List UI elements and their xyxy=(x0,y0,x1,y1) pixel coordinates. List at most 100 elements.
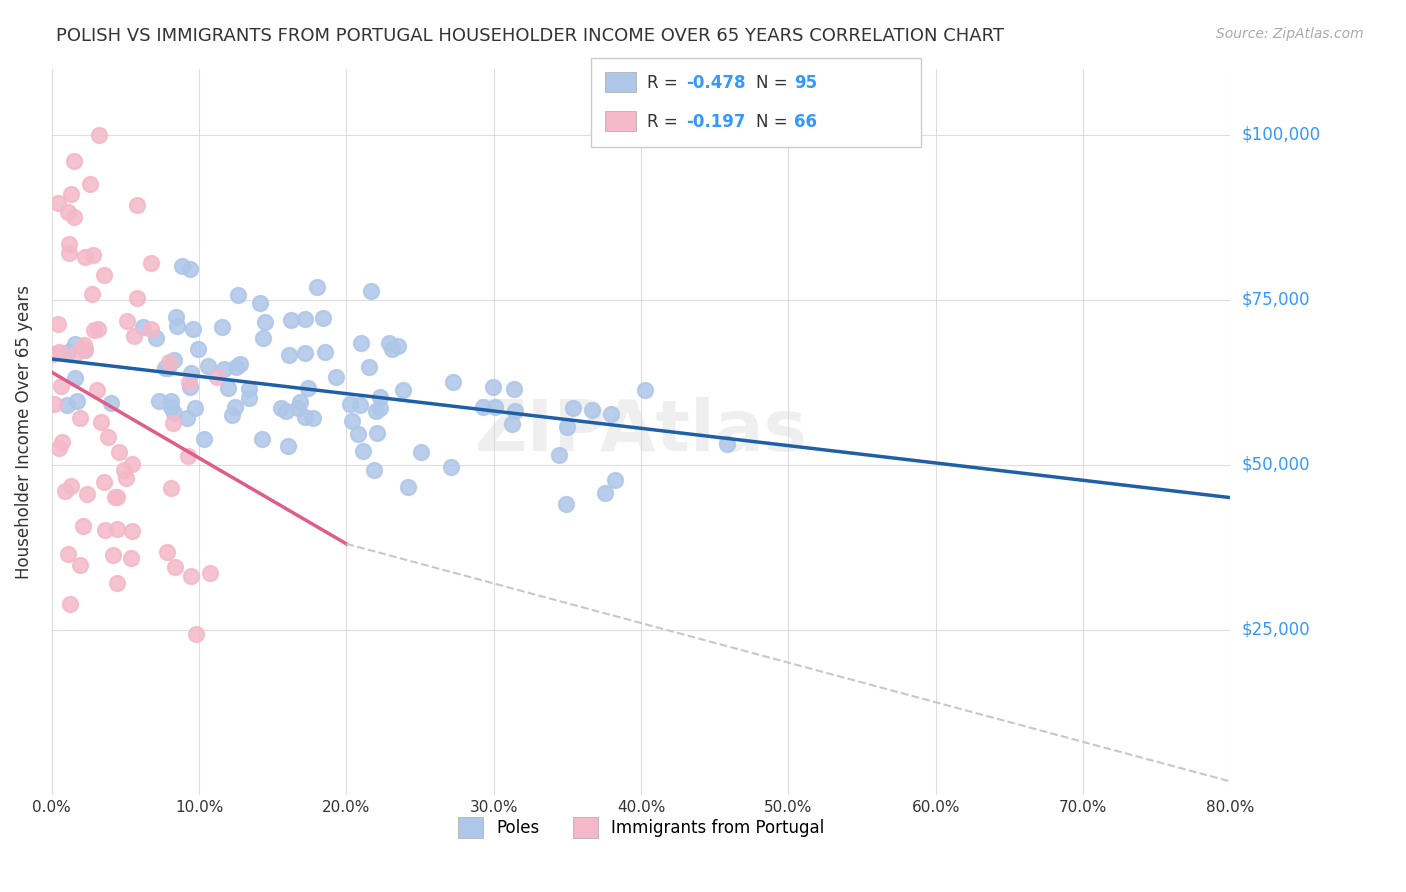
Point xyxy=(42,346,65,360)
Point xyxy=(48,345,70,359)
Point xyxy=(302,411,325,425)
Point xyxy=(162,353,184,368)
Point xyxy=(312,310,335,325)
Point xyxy=(76,487,98,501)
Point xyxy=(633,383,655,397)
Point xyxy=(440,459,463,474)
Point xyxy=(46,317,69,331)
Text: N =: N = xyxy=(756,113,793,131)
Point xyxy=(49,378,72,392)
Point xyxy=(593,486,616,500)
Point xyxy=(63,154,86,169)
Point xyxy=(229,357,252,371)
Point xyxy=(160,481,183,495)
Point xyxy=(145,331,167,345)
Text: 66: 66 xyxy=(794,113,817,131)
Point xyxy=(176,410,198,425)
Point xyxy=(366,404,388,418)
Point xyxy=(166,319,188,334)
Point xyxy=(368,401,391,415)
Point xyxy=(93,475,115,489)
Point xyxy=(179,376,201,390)
Point xyxy=(501,417,523,431)
Point xyxy=(363,463,385,477)
Point xyxy=(165,310,187,324)
Point xyxy=(211,319,233,334)
Point xyxy=(51,435,73,450)
Point xyxy=(86,383,108,397)
Point xyxy=(60,479,83,493)
Point xyxy=(105,522,128,536)
Point xyxy=(600,407,623,421)
Point xyxy=(181,322,204,336)
Point xyxy=(73,343,96,357)
Point xyxy=(65,345,87,359)
Point xyxy=(277,348,299,362)
Point xyxy=(93,268,115,283)
Point xyxy=(555,497,578,511)
Point xyxy=(314,345,336,359)
Text: R =: R = xyxy=(647,74,683,92)
Point xyxy=(94,523,117,537)
Point xyxy=(482,379,505,393)
Point xyxy=(72,519,94,533)
Point xyxy=(252,331,274,345)
Point xyxy=(252,433,274,447)
Point xyxy=(80,287,103,301)
Point xyxy=(162,416,184,430)
Point xyxy=(69,410,91,425)
Point xyxy=(325,369,347,384)
Point xyxy=(90,415,112,429)
Point xyxy=(366,425,388,440)
Point xyxy=(58,236,80,251)
Point xyxy=(56,547,79,561)
Point xyxy=(224,400,246,414)
Point xyxy=(103,548,125,562)
Point xyxy=(73,343,96,357)
Point xyxy=(69,558,91,573)
Point xyxy=(198,566,221,581)
Point xyxy=(360,284,382,298)
Point xyxy=(121,457,143,471)
Point xyxy=(350,336,373,351)
Point xyxy=(56,345,79,359)
Point xyxy=(339,397,361,411)
Text: $50,000: $50,000 xyxy=(1241,456,1310,474)
Text: -0.197: -0.197 xyxy=(686,113,745,131)
Point xyxy=(340,414,363,428)
Point xyxy=(370,390,392,404)
Point xyxy=(44,397,66,411)
Point xyxy=(561,401,583,415)
Point xyxy=(226,287,249,301)
Point xyxy=(156,544,179,558)
Point xyxy=(63,371,86,385)
Point xyxy=(349,398,371,412)
Point xyxy=(277,439,299,453)
Point xyxy=(127,198,149,212)
Point xyxy=(294,312,316,326)
Point xyxy=(157,361,180,376)
Point xyxy=(288,395,311,409)
Point xyxy=(270,401,292,416)
Point xyxy=(53,484,76,499)
Point xyxy=(105,575,128,590)
Point xyxy=(392,383,415,397)
Point xyxy=(127,291,149,305)
Text: $25,000: $25,000 xyxy=(1241,621,1310,639)
Point xyxy=(205,370,228,384)
Point xyxy=(359,360,381,375)
Point xyxy=(197,359,219,373)
Point xyxy=(100,395,122,409)
Point xyxy=(471,401,494,415)
Point xyxy=(108,444,131,458)
Point xyxy=(177,449,200,463)
Point xyxy=(238,391,260,405)
Point xyxy=(179,380,201,394)
Point xyxy=(352,443,374,458)
Point xyxy=(411,444,433,458)
Point xyxy=(56,204,79,219)
Point xyxy=(165,560,187,574)
Point xyxy=(48,441,70,455)
Point xyxy=(502,382,524,396)
Point xyxy=(105,490,128,504)
